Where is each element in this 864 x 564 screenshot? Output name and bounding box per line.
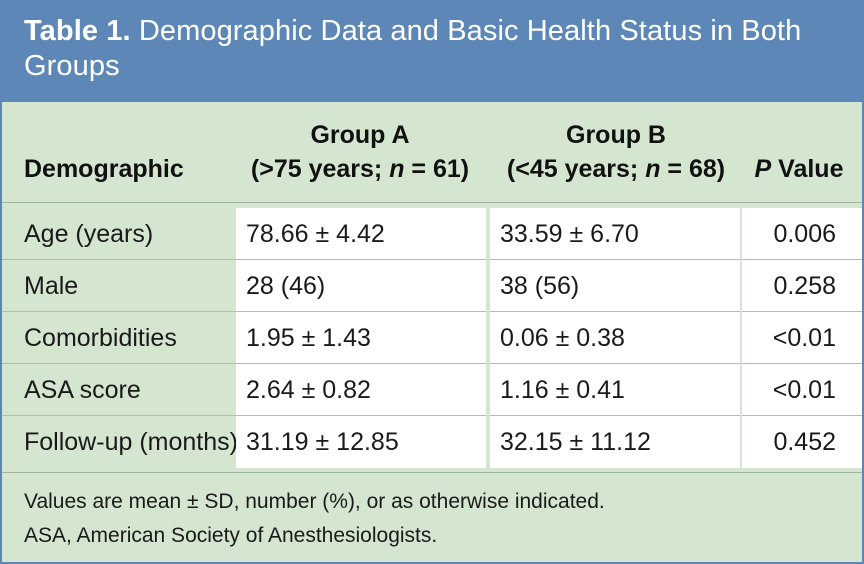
table-row: Male 28 (46) 38 (56) 0.258 [2, 260, 862, 312]
cell-p-value: <0.01 [742, 364, 862, 416]
table-row: Comorbidities 1.95 ± 1.43 0.06 ± 0.38 <0… [2, 312, 862, 364]
table-row: Age (years) 78.66 ± 4.42 33.59 ± 6.70 0.… [2, 208, 862, 260]
header-group-b-detail: (<45 years; n = 68) [506, 155, 726, 183]
footnote: ASA, American Society of Anesthesiologis… [24, 524, 438, 547]
header-group-b: Group B (<45 years; n = 68) [492, 118, 740, 186]
cell-demographic: Age (years) [2, 208, 236, 260]
header-group-a: Group A (>75 years; n = 61) [240, 118, 480, 186]
cell-demographic: Follow-up (months) [2, 416, 238, 468]
header-group-a-detail: (>75 years; n = 61) [250, 155, 470, 183]
table-body: Age (years) 78.66 ± 4.42 33.59 ± 6.70 0.… [2, 208, 862, 470]
cell-group-a: 78.66 ± 4.42 [236, 208, 486, 260]
cell-demographic: Male [2, 260, 236, 312]
cell-group-b: 32.15 ± 11.12 [490, 416, 740, 468]
header-group-b-name: Group B [566, 121, 666, 149]
cell-group-b: 0.06 ± 0.38 [490, 312, 740, 364]
cell-group-b: 38 (56) [490, 260, 740, 312]
header-p-value: P Value [754, 155, 844, 183]
table-number: Table 1. [24, 15, 131, 47]
table-caption: Demographic Data and Basic Health Status… [24, 15, 802, 82]
cell-p-value: 0.452 [742, 416, 862, 468]
table-header: Demographic Group A (>75 years; n = 61) … [2, 102, 862, 203]
table-row: ASA score 2.64 ± 0.82 1.16 ± 0.41 <0.01 [2, 364, 862, 416]
header-group-a-name: Group A [310, 121, 410, 149]
cell-p-value: <0.01 [742, 312, 862, 364]
cell-demographic: Comorbidities [2, 312, 236, 364]
cell-group-a: 1.95 ± 1.43 [236, 312, 486, 364]
cell-group-a: 28 (46) [236, 260, 486, 312]
footnote: Values are mean ± SD, number (%), or as … [24, 490, 605, 513]
cell-group-a: 31.19 ± 12.85 [236, 416, 486, 468]
table-row: Follow-up (months) 31.19 ± 12.85 32.15 ±… [2, 416, 862, 468]
cell-group-b: 33.59 ± 6.70 [490, 208, 740, 260]
cell-p-value: 0.258 [742, 260, 862, 312]
cell-group-b: 1.16 ± 0.41 [490, 364, 740, 416]
cell-demographic: ASA score [2, 364, 236, 416]
table-title: Table 1. Demographic Data and Basic Heal… [2, 2, 862, 102]
header-demographic: Demographic [24, 155, 184, 183]
cell-group-a: 2.64 ± 0.82 [236, 364, 486, 416]
table-footnotes: Values are mean ± SD, number (%), or as … [2, 472, 862, 562]
cell-p-value: 0.006 [742, 208, 862, 260]
